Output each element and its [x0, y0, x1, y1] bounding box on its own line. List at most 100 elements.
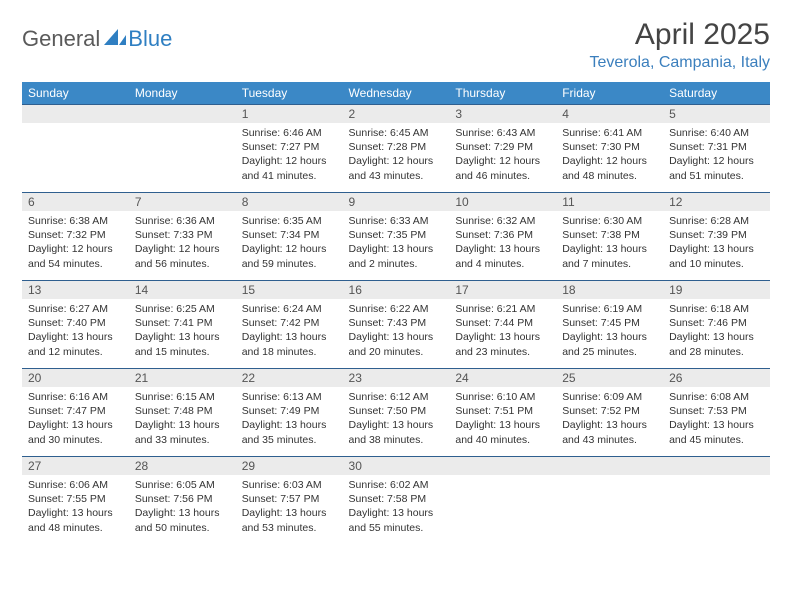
day-number-bar — [663, 456, 770, 475]
day-number-bar: 15 — [236, 280, 343, 299]
day-number-bar — [129, 104, 236, 123]
calendar-day-cell: 27Sunrise: 6:06 AMSunset: 7:55 PMDayligh… — [22, 456, 129, 544]
calendar-week-row: 6Sunrise: 6:38 AMSunset: 7:32 PMDaylight… — [22, 192, 770, 280]
day-content: Sunrise: 6:22 AMSunset: 7:43 PMDaylight:… — [343, 299, 450, 363]
daylight-line: Daylight: 12 hours and 41 minutes. — [242, 154, 337, 182]
weekday-header: Thursday — [449, 82, 556, 104]
sunset-line: Sunset: 7:34 PM — [242, 228, 337, 242]
day-number-bar: 19 — [663, 280, 770, 299]
calendar-day-cell: 6Sunrise: 6:38 AMSunset: 7:32 PMDaylight… — [22, 192, 129, 280]
sunrise-line: Sunrise: 6:36 AM — [135, 214, 230, 228]
sunrise-line: Sunrise: 6:27 AM — [28, 302, 123, 316]
day-content: Sunrise: 6:02 AMSunset: 7:58 PMDaylight:… — [343, 475, 450, 539]
sunrise-line: Sunrise: 6:16 AM — [28, 390, 123, 404]
day-number-bar: 27 — [22, 456, 129, 475]
calendar-day-cell: 21Sunrise: 6:15 AMSunset: 7:48 PMDayligh… — [129, 368, 236, 456]
calendar-day-cell: 29Sunrise: 6:03 AMSunset: 7:57 PMDayligh… — [236, 456, 343, 544]
sunset-line: Sunset: 7:33 PM — [135, 228, 230, 242]
day-content — [663, 475, 770, 525]
day-number-bar: 20 — [22, 368, 129, 387]
daylight-line: Daylight: 13 hours and 30 minutes. — [28, 418, 123, 446]
sunset-line: Sunset: 7:42 PM — [242, 316, 337, 330]
calendar-header-row: SundayMondayTuesdayWednesdayThursdayFrid… — [22, 82, 770, 104]
sunset-line: Sunset: 7:53 PM — [669, 404, 764, 418]
daylight-line: Daylight: 12 hours and 48 minutes. — [562, 154, 657, 182]
day-content — [449, 475, 556, 525]
day-content: Sunrise: 6:24 AMSunset: 7:42 PMDaylight:… — [236, 299, 343, 363]
daylight-line: Daylight: 13 hours and 50 minutes. — [135, 506, 230, 534]
day-number-bar: 6 — [22, 192, 129, 211]
calendar-day-cell: 3Sunrise: 6:43 AMSunset: 7:29 PMDaylight… — [449, 104, 556, 192]
sunrise-line: Sunrise: 6:41 AM — [562, 126, 657, 140]
daylight-line: Daylight: 13 hours and 4 minutes. — [455, 242, 550, 270]
daylight-line: Daylight: 13 hours and 15 minutes. — [135, 330, 230, 358]
weekday-header: Sunday — [22, 82, 129, 104]
logo-sail-icon — [104, 27, 126, 52]
calendar-week-row: 1Sunrise: 6:46 AMSunset: 7:27 PMDaylight… — [22, 104, 770, 192]
calendar-day-cell: 2Sunrise: 6:45 AMSunset: 7:28 PMDaylight… — [343, 104, 450, 192]
day-number-bar: 16 — [343, 280, 450, 299]
weekday-header: Wednesday — [343, 82, 450, 104]
sunset-line: Sunset: 7:45 PM — [562, 316, 657, 330]
day-number-bar: 11 — [556, 192, 663, 211]
daylight-line: Daylight: 13 hours and 43 minutes. — [562, 418, 657, 446]
sunrise-line: Sunrise: 6:12 AM — [349, 390, 444, 404]
calendar-day-cell: 4Sunrise: 6:41 AMSunset: 7:30 PMDaylight… — [556, 104, 663, 192]
daylight-line: Daylight: 13 hours and 28 minutes. — [669, 330, 764, 358]
weekday-header: Monday — [129, 82, 236, 104]
calendar-day-cell: 17Sunrise: 6:21 AMSunset: 7:44 PMDayligh… — [449, 280, 556, 368]
logo-text-general: General — [22, 26, 100, 52]
daylight-line: Daylight: 12 hours and 46 minutes. — [455, 154, 550, 182]
day-content: Sunrise: 6:03 AMSunset: 7:57 PMDaylight:… — [236, 475, 343, 539]
daylight-line: Daylight: 13 hours and 25 minutes. — [562, 330, 657, 358]
calendar-day-cell: 26Sunrise: 6:08 AMSunset: 7:53 PMDayligh… — [663, 368, 770, 456]
sunset-line: Sunset: 7:35 PM — [349, 228, 444, 242]
sunset-line: Sunset: 7:30 PM — [562, 140, 657, 154]
day-number-bar: 30 — [343, 456, 450, 475]
day-number-bar: 17 — [449, 280, 556, 299]
day-content: Sunrise: 6:13 AMSunset: 7:49 PMDaylight:… — [236, 387, 343, 451]
calendar-day-cell: 18Sunrise: 6:19 AMSunset: 7:45 PMDayligh… — [556, 280, 663, 368]
sunrise-line: Sunrise: 6:02 AM — [349, 478, 444, 492]
day-content: Sunrise: 6:25 AMSunset: 7:41 PMDaylight:… — [129, 299, 236, 363]
day-number-bar: 12 — [663, 192, 770, 211]
calendar-day-cell: 23Sunrise: 6:12 AMSunset: 7:50 PMDayligh… — [343, 368, 450, 456]
sunrise-line: Sunrise: 6:19 AM — [562, 302, 657, 316]
sunset-line: Sunset: 7:51 PM — [455, 404, 550, 418]
sunrise-line: Sunrise: 6:43 AM — [455, 126, 550, 140]
title-block: April 2025 Teverola, Campania, Italy — [589, 18, 770, 72]
sunrise-line: Sunrise: 6:09 AM — [562, 390, 657, 404]
day-content: Sunrise: 6:45 AMSunset: 7:28 PMDaylight:… — [343, 123, 450, 187]
sunset-line: Sunset: 7:46 PM — [669, 316, 764, 330]
day-number-bar: 29 — [236, 456, 343, 475]
day-content: Sunrise: 6:18 AMSunset: 7:46 PMDaylight:… — [663, 299, 770, 363]
day-content: Sunrise: 6:12 AMSunset: 7:50 PMDaylight:… — [343, 387, 450, 451]
day-content — [556, 475, 663, 525]
day-number-bar: 13 — [22, 280, 129, 299]
sunset-line: Sunset: 7:56 PM — [135, 492, 230, 506]
sunrise-line: Sunrise: 6:15 AM — [135, 390, 230, 404]
day-content: Sunrise: 6:32 AMSunset: 7:36 PMDaylight:… — [449, 211, 556, 275]
calendar-day-cell — [449, 456, 556, 544]
sunrise-line: Sunrise: 6:18 AM — [669, 302, 764, 316]
sunset-line: Sunset: 7:55 PM — [28, 492, 123, 506]
sunset-line: Sunset: 7:40 PM — [28, 316, 123, 330]
daylight-line: Daylight: 13 hours and 7 minutes. — [562, 242, 657, 270]
calendar-day-cell: 10Sunrise: 6:32 AMSunset: 7:36 PMDayligh… — [449, 192, 556, 280]
sunrise-line: Sunrise: 6:22 AM — [349, 302, 444, 316]
sunset-line: Sunset: 7:29 PM — [455, 140, 550, 154]
day-content: Sunrise: 6:05 AMSunset: 7:56 PMDaylight:… — [129, 475, 236, 539]
calendar-day-cell: 22Sunrise: 6:13 AMSunset: 7:49 PMDayligh… — [236, 368, 343, 456]
day-content: Sunrise: 6:46 AMSunset: 7:27 PMDaylight:… — [236, 123, 343, 187]
sunset-line: Sunset: 7:31 PM — [669, 140, 764, 154]
day-content — [22, 123, 129, 173]
calendar-day-cell: 8Sunrise: 6:35 AMSunset: 7:34 PMDaylight… — [236, 192, 343, 280]
daylight-line: Daylight: 13 hours and 53 minutes. — [242, 506, 337, 534]
sunset-line: Sunset: 7:44 PM — [455, 316, 550, 330]
location-subtitle: Teverola, Campania, Italy — [589, 54, 770, 72]
day-content: Sunrise: 6:27 AMSunset: 7:40 PMDaylight:… — [22, 299, 129, 363]
day-content: Sunrise: 6:41 AMSunset: 7:30 PMDaylight:… — [556, 123, 663, 187]
daylight-line: Daylight: 12 hours and 51 minutes. — [669, 154, 764, 182]
day-content: Sunrise: 6:21 AMSunset: 7:44 PMDaylight:… — [449, 299, 556, 363]
day-content: Sunrise: 6:28 AMSunset: 7:39 PMDaylight:… — [663, 211, 770, 275]
